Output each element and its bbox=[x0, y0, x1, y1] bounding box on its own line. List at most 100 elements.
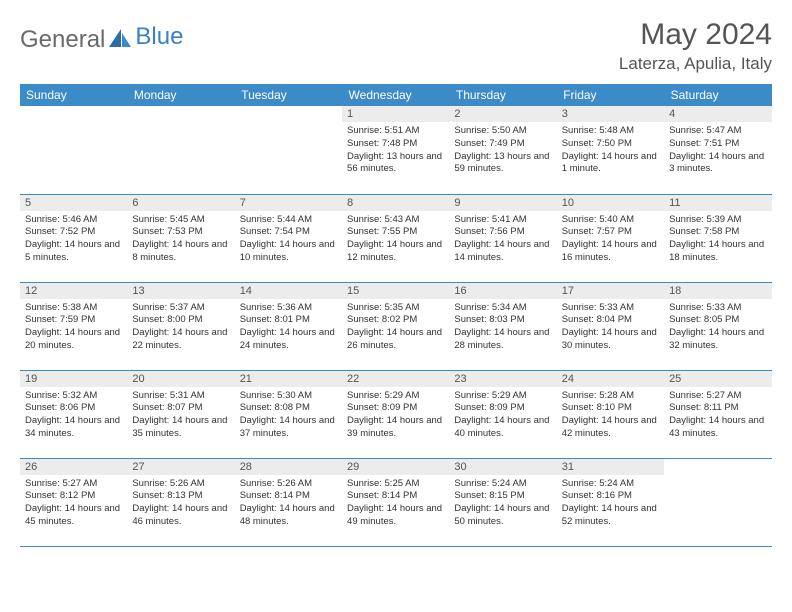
day-number: 17 bbox=[557, 283, 664, 299]
sunrise-text: Sunrise: 5:50 AM bbox=[454, 125, 551, 138]
sunrise-text: Sunrise: 5:51 AM bbox=[347, 125, 444, 138]
logo-sail-icon bbox=[109, 29, 131, 47]
calendar-day-cell bbox=[664, 458, 771, 546]
calendar-day-cell: 20Sunrise: 5:31 AMSunset: 8:07 PMDayligh… bbox=[127, 370, 234, 458]
day-number: 4 bbox=[664, 106, 771, 122]
calendar-day-cell: 21Sunrise: 5:30 AMSunset: 8:08 PMDayligh… bbox=[235, 370, 342, 458]
day-body: Sunrise: 5:47 AMSunset: 7:51 PMDaylight:… bbox=[664, 122, 771, 179]
calendar-day-cell: 2Sunrise: 5:50 AMSunset: 7:49 PMDaylight… bbox=[449, 106, 556, 194]
sunrise-text: Sunrise: 5:44 AM bbox=[240, 214, 337, 227]
sunrise-text: Sunrise: 5:27 AM bbox=[25, 478, 122, 491]
sunrise-text: Sunrise: 5:46 AM bbox=[25, 214, 122, 227]
day-number: 10 bbox=[557, 195, 664, 211]
sunrise-text: Sunrise: 5:26 AM bbox=[132, 478, 229, 491]
day-header: Thursday bbox=[449, 84, 556, 106]
day-number: 31 bbox=[557, 459, 664, 475]
logo-text-blue: Blue bbox=[135, 23, 183, 51]
sunrise-text: Sunrise: 5:33 AM bbox=[669, 302, 766, 315]
day-number: 6 bbox=[127, 195, 234, 211]
sunset-text: Sunset: 8:09 PM bbox=[454, 402, 551, 415]
calendar-day-cell: 25Sunrise: 5:27 AMSunset: 8:11 PMDayligh… bbox=[664, 370, 771, 458]
day-body: Sunrise: 5:41 AMSunset: 7:56 PMDaylight:… bbox=[449, 211, 556, 268]
day-body: Sunrise: 5:25 AMSunset: 8:14 PMDaylight:… bbox=[342, 475, 449, 532]
day-number: 21 bbox=[235, 371, 342, 387]
sunrise-text: Sunrise: 5:37 AM bbox=[132, 302, 229, 315]
page-header: General Blue May 2024 Laterza, Apulia, I… bbox=[20, 18, 772, 74]
sunset-text: Sunset: 7:49 PM bbox=[454, 138, 551, 151]
calendar-day-cell bbox=[20, 106, 127, 194]
daylight-text: Daylight: 14 hours and 22 minutes. bbox=[132, 327, 229, 353]
logo-text-general: General bbox=[20, 26, 105, 54]
day-body: Sunrise: 5:26 AMSunset: 8:14 PMDaylight:… bbox=[235, 475, 342, 532]
sunset-text: Sunset: 8:06 PM bbox=[25, 402, 122, 415]
day-header: Saturday bbox=[664, 84, 771, 106]
day-number: 19 bbox=[20, 371, 127, 387]
day-number: 27 bbox=[127, 459, 234, 475]
sunset-text: Sunset: 8:01 PM bbox=[240, 314, 337, 327]
calendar-day-cell: 4Sunrise: 5:47 AMSunset: 7:51 PMDaylight… bbox=[664, 106, 771, 194]
sunrise-text: Sunrise: 5:36 AM bbox=[240, 302, 337, 315]
daylight-text: Daylight: 14 hours and 48 minutes. bbox=[240, 503, 337, 529]
sunset-text: Sunset: 8:07 PM bbox=[132, 402, 229, 415]
calendar-day-cell: 28Sunrise: 5:26 AMSunset: 8:14 PMDayligh… bbox=[235, 458, 342, 546]
sunset-text: Sunset: 8:14 PM bbox=[347, 490, 444, 503]
sunrise-text: Sunrise: 5:43 AM bbox=[347, 214, 444, 227]
calendar-day-cell: 11Sunrise: 5:39 AMSunset: 7:58 PMDayligh… bbox=[664, 194, 771, 282]
calendar-day-cell: 24Sunrise: 5:28 AMSunset: 8:10 PMDayligh… bbox=[557, 370, 664, 458]
day-body: Sunrise: 5:28 AMSunset: 8:10 PMDaylight:… bbox=[557, 387, 664, 444]
day-body: Sunrise: 5:34 AMSunset: 8:03 PMDaylight:… bbox=[449, 299, 556, 356]
sunset-text: Sunset: 7:57 PM bbox=[562, 226, 659, 239]
day-body: Sunrise: 5:33 AMSunset: 8:05 PMDaylight:… bbox=[664, 299, 771, 356]
daylight-text: Daylight: 14 hours and 3 minutes. bbox=[669, 151, 766, 177]
daylight-text: Daylight: 14 hours and 16 minutes. bbox=[562, 239, 659, 265]
daylight-text: Daylight: 14 hours and 1 minute. bbox=[562, 151, 659, 177]
day-number: 26 bbox=[20, 459, 127, 475]
calendar-day-cell: 5Sunrise: 5:46 AMSunset: 7:52 PMDaylight… bbox=[20, 194, 127, 282]
sunrise-text: Sunrise: 5:32 AM bbox=[25, 390, 122, 403]
calendar-day-cell bbox=[127, 106, 234, 194]
sunset-text: Sunset: 8:10 PM bbox=[562, 402, 659, 415]
sunset-text: Sunset: 8:02 PM bbox=[347, 314, 444, 327]
title-block: May 2024 Laterza, Apulia, Italy bbox=[619, 18, 772, 74]
sunset-text: Sunset: 7:54 PM bbox=[240, 226, 337, 239]
daylight-text: Daylight: 14 hours and 37 minutes. bbox=[240, 415, 337, 441]
day-number: 1 bbox=[342, 106, 449, 122]
day-body: Sunrise: 5:33 AMSunset: 8:04 PMDaylight:… bbox=[557, 299, 664, 356]
day-body: Sunrise: 5:27 AMSunset: 8:12 PMDaylight:… bbox=[20, 475, 127, 532]
calendar-day-cell: 8Sunrise: 5:43 AMSunset: 7:55 PMDaylight… bbox=[342, 194, 449, 282]
sunset-text: Sunset: 8:05 PM bbox=[669, 314, 766, 327]
sunset-text: Sunset: 8:11 PM bbox=[669, 402, 766, 415]
sunset-text: Sunset: 8:09 PM bbox=[347, 402, 444, 415]
day-body: Sunrise: 5:32 AMSunset: 8:06 PMDaylight:… bbox=[20, 387, 127, 444]
day-number: 28 bbox=[235, 459, 342, 475]
day-number: 5 bbox=[20, 195, 127, 211]
day-number: 13 bbox=[127, 283, 234, 299]
day-header: Monday bbox=[127, 84, 234, 106]
sunset-text: Sunset: 8:00 PM bbox=[132, 314, 229, 327]
calendar-day-cell: 1Sunrise: 5:51 AMSunset: 7:48 PMDaylight… bbox=[342, 106, 449, 194]
day-body: Sunrise: 5:36 AMSunset: 8:01 PMDaylight:… bbox=[235, 299, 342, 356]
day-header: Sunday bbox=[20, 84, 127, 106]
sunset-text: Sunset: 7:48 PM bbox=[347, 138, 444, 151]
day-body: Sunrise: 5:30 AMSunset: 8:08 PMDaylight:… bbox=[235, 387, 342, 444]
calendar-day-cell: 3Sunrise: 5:48 AMSunset: 7:50 PMDaylight… bbox=[557, 106, 664, 194]
sunrise-text: Sunrise: 5:25 AM bbox=[347, 478, 444, 491]
sunset-text: Sunset: 7:50 PM bbox=[562, 138, 659, 151]
calendar-day-cell: 29Sunrise: 5:25 AMSunset: 8:14 PMDayligh… bbox=[342, 458, 449, 546]
calendar-day-cell: 30Sunrise: 5:24 AMSunset: 8:15 PMDayligh… bbox=[449, 458, 556, 546]
calendar-day-cell: 6Sunrise: 5:45 AMSunset: 7:53 PMDaylight… bbox=[127, 194, 234, 282]
calendar-day-cell: 14Sunrise: 5:36 AMSunset: 8:01 PMDayligh… bbox=[235, 282, 342, 370]
logo: General Blue bbox=[20, 18, 183, 54]
day-body: Sunrise: 5:31 AMSunset: 8:07 PMDaylight:… bbox=[127, 387, 234, 444]
day-number: 30 bbox=[449, 459, 556, 475]
sunset-text: Sunset: 8:04 PM bbox=[562, 314, 659, 327]
sunset-text: Sunset: 7:58 PM bbox=[669, 226, 766, 239]
day-number: 11 bbox=[664, 195, 771, 211]
daylight-text: Daylight: 14 hours and 32 minutes. bbox=[669, 327, 766, 353]
day-body: Sunrise: 5:29 AMSunset: 8:09 PMDaylight:… bbox=[342, 387, 449, 444]
sunrise-text: Sunrise: 5:24 AM bbox=[562, 478, 659, 491]
calendar-day-cell: 23Sunrise: 5:29 AMSunset: 8:09 PMDayligh… bbox=[449, 370, 556, 458]
daylight-text: Daylight: 14 hours and 5 minutes. bbox=[25, 239, 122, 265]
day-number: 15 bbox=[342, 283, 449, 299]
day-number: 29 bbox=[342, 459, 449, 475]
